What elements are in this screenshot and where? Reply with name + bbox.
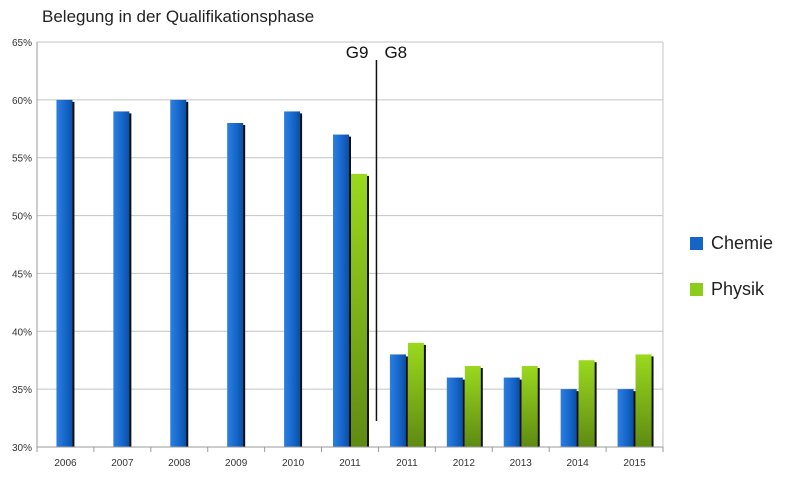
bar-physik [407, 342, 424, 447]
x-tick-label: 2013 [510, 458, 533, 469]
annotation-g9: G9 [346, 43, 369, 62]
bar-chemie [560, 389, 577, 447]
chart-title: Belegung in der Qualifikationsphase [42, 7, 315, 26]
x-tick-label: 2011 [396, 458, 418, 469]
y-tick-label: 65% [12, 38, 32, 49]
bar-chemie [617, 389, 634, 447]
bar-chemie [389, 354, 406, 447]
y-tick-label: 55% [12, 154, 32, 165]
bar-chemie [227, 123, 244, 447]
bar-chemie [503, 377, 520, 447]
bar-physik [635, 354, 652, 447]
legend-swatch-physik [690, 283, 703, 296]
annotation-g8: G8 [384, 43, 407, 62]
bar-physik [464, 366, 481, 447]
y-tick-label: 60% [12, 96, 32, 107]
y-tick-label: 45% [12, 269, 32, 280]
y-tick-label: 35% [12, 385, 32, 396]
bar-chemie [446, 377, 463, 447]
x-tick-label: 2015 [623, 458, 646, 469]
bar-chemie [333, 134, 349, 448]
x-tick-label: 2010 [282, 458, 305, 469]
y-tick-label: 30% [12, 443, 32, 454]
x-tick-label: 2008 [168, 458, 191, 469]
bar-physik [351, 173, 367, 447]
legend-label-chemie: Chemie [711, 233, 774, 253]
legend-label-physik: Physik [711, 279, 765, 299]
x-tick-label: 2011 [339, 458, 361, 469]
y-tick-label: 50% [12, 212, 32, 223]
x-tick-label: 2009 [225, 458, 248, 469]
x-tick-label: 2012 [453, 458, 476, 469]
legend-item-physik: Physik [690, 279, 764, 300]
x-tick-label: 2007 [111, 458, 134, 469]
bar-chemie [170, 99, 187, 447]
legend-swatch-chemie [690, 237, 703, 250]
legend-item-chemie: Chemie [690, 233, 773, 254]
bar-chemie [284, 111, 301, 447]
x-tick-label: 2006 [54, 458, 77, 469]
bar-chemie [113, 111, 130, 447]
bar-physik [578, 360, 595, 447]
x-tick-label: 2014 [567, 458, 590, 469]
bar-chemie [56, 99, 73, 447]
y-tick-label: 40% [12, 327, 32, 338]
bar-physik [521, 366, 538, 447]
